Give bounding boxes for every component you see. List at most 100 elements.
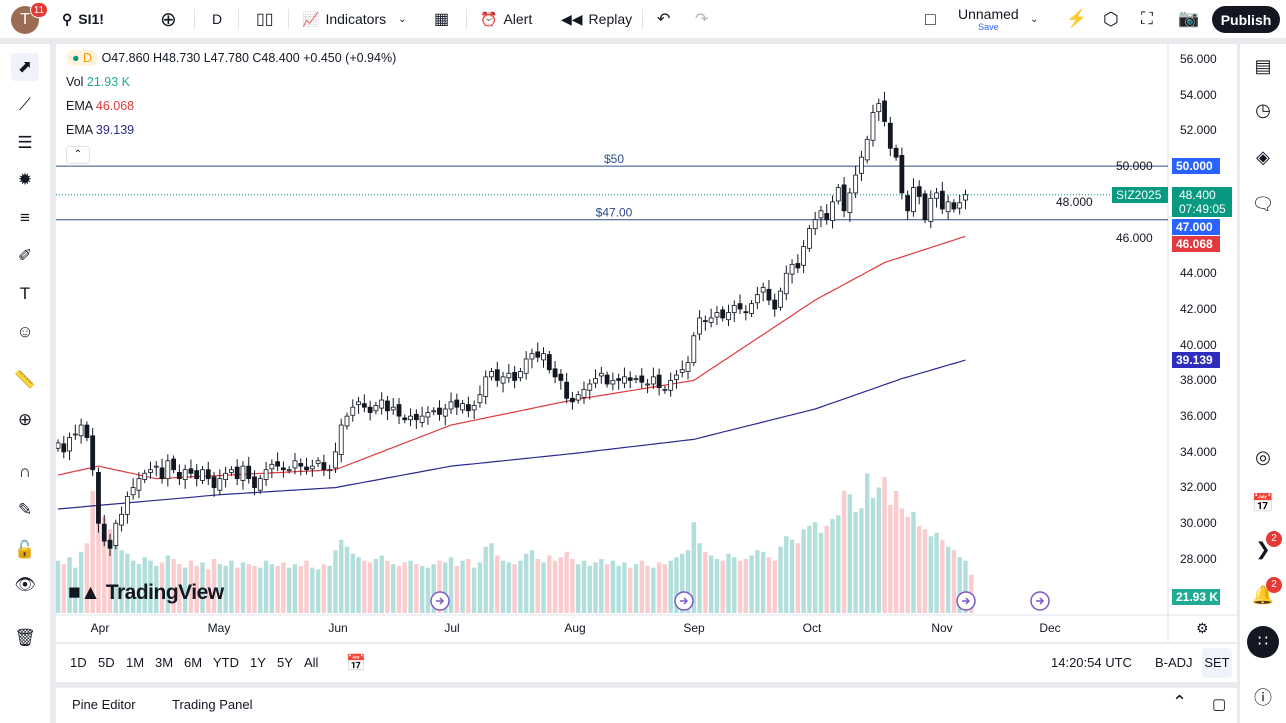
volume-bar [760,551,766,613]
session-button[interactable]: SET [1202,648,1232,678]
quick-search-button[interactable]: ⚡ [1066,0,1087,38]
last-price-badge: 48.400 07:49:05 [1172,187,1232,217]
time-tick: Jul [444,621,460,635]
volume-bar [136,564,142,613]
badj-button[interactable]: B-ADJ [1155,655,1193,670]
candle-body [385,400,390,412]
range-5y[interactable]: 5Y [277,655,293,670]
candle-body [876,103,882,113]
volume-bar [275,565,280,613]
products-button[interactable]: ∷ [1247,626,1279,658]
candle-body [465,404,471,412]
symbol-search-button[interactable]: ⚲ SI1! [62,0,104,38]
hotlists-button[interactable]: ◎ [1250,444,1276,470]
indicators-button[interactable]: 📈 Indicators ⌄ [302,0,407,38]
chats-button[interactable]: 🗨 [1250,191,1276,217]
interval-button[interactable]: D [212,11,223,27]
lock-drawings-tool[interactable]: 🔓 [11,536,39,564]
price-tick: 28.000 [1180,551,1217,566]
bar-countdown: 07:49:05 [1179,202,1226,216]
chart-type-button[interactable]: ▯▯ [256,0,274,38]
publish-button[interactable]: Publish [1212,6,1280,33]
settings-button[interactable]: ⬡ [1103,0,1119,38]
text-tool[interactable]: T [11,280,39,308]
range-3m[interactable]: 3M [155,655,174,670]
volume-bar [182,567,188,613]
candle-body [853,174,859,194]
cursor-tool[interactable]: ⬈ [11,53,39,81]
fib-tool[interactable]: ☰ [11,129,39,157]
candle-body [257,478,263,491]
volume-bar [315,569,321,613]
candle-body [517,371,523,379]
screenshot-button[interactable]: 📷 [1178,0,1199,38]
candle-body [304,466,309,471]
help-button[interactable]: ⓘ [1250,684,1276,710]
collapse-panel-button[interactable]: ⌃ [1172,692,1187,713]
hide-drawings-tool[interactable]: 👁 [11,571,39,599]
candle-body [893,147,899,158]
tab-pine-editor[interactable]: Pine Editor [72,697,136,712]
undo-button[interactable]: ↶ [657,0,670,38]
candle-body [789,263,795,275]
tradingview-logo[interactable]: ■▲ TradingView [68,581,224,605]
volume-bar [772,560,777,613]
collapse-legend-button[interactable]: ⌃ [66,146,90,164]
timezone-button[interactable]: 14:20:54 UTC [1051,655,1132,670]
fullscreen-button[interactable]: ⛶ [1141,0,1153,38]
price-chart[interactable]: $50 $47.00 [56,44,1237,642]
forecast-tool[interactable]: ≡ [11,204,39,232]
ema-fast-legend[interactable]: EMA 46.068 [66,99,134,113]
stay-drawing-tool[interactable]: ✎ [11,496,39,524]
range-1d[interactable]: 1D [70,655,87,670]
layout-button[interactable]: □ [925,0,936,38]
volume-bar [194,565,199,613]
brush-tool[interactable]: ✐ [11,242,39,270]
range-ytd[interactable]: YTD [213,655,239,670]
candle-body [494,369,500,381]
volume-bar [252,565,257,613]
calendar-button[interactable]: 📅 [1250,490,1276,516]
range-1m[interactable]: 1M [126,655,145,670]
range-all[interactable]: All [304,655,319,670]
tab-trading-panel[interactable]: Trading Panel [172,697,253,712]
object-tree-button[interactable]: ◈ [1250,144,1276,170]
vol-legend[interactable]: Vol 21.93 K [66,75,130,89]
zoom-in-icon: ⊕ [17,410,33,429]
trend-line-tool[interactable]: ⟋ [11,91,39,119]
compare-symbol-button[interactable]: ⊕ [160,0,177,38]
ema-fast-line [57,235,966,480]
volume-bar [367,562,373,613]
pattern-tool[interactable]: ✹ [11,166,39,194]
volume-bar [841,490,847,613]
maximize-panel-button[interactable]: ▢ [1212,695,1226,713]
alert-button[interactable]: ⏰ Alert [480,0,532,38]
price-tick: 54.000 [1180,87,1217,102]
zoom-tool[interactable]: ⊕ [11,406,39,434]
chart-pane[interactable]: $50 $47.00 ● D O47.860 H48.730 L47.780 C4… [56,44,1237,642]
candle-body [390,406,396,411]
ema-slow-legend[interactable]: EMA 39.139 [66,123,134,137]
layout-menu-button[interactable]: ⌄ [1030,0,1038,38]
candle-body [633,378,639,381]
watchlist-button[interactable]: ▤ [1250,53,1276,79]
replay-button[interactable]: ◀◀ Replay [561,0,632,38]
remove-drawings-tool[interactable]: 🗑 [11,624,39,652]
redo-button[interactable]: ↷ [695,0,708,38]
volume-bar [477,562,483,613]
layout-name-button[interactable]: Unnamed Save [958,6,1019,32]
chart-settings-button[interactable]: ⚙ [1196,620,1209,637]
search-icon: ⚲ [62,10,73,27]
measure-tool[interactable]: 📏 [11,366,39,394]
go-to-date-button[interactable]: 📅 [346,653,366,673]
event-arrow-icon [436,597,445,605]
alerts-panel-button[interactable]: ◷ [1250,97,1276,123]
range-1y[interactable]: 1Y [250,655,266,670]
alert-label: Alert [503,11,533,27]
emoji-tool[interactable]: ☺ [11,318,39,346]
magnet-tool[interactable]: ∩ [11,458,39,486]
volume-bar [350,553,355,613]
templates-button[interactable]: ▦ [434,0,449,38]
range-5d[interactable]: 5D [98,655,115,670]
range-6m[interactable]: 6M [184,655,203,670]
